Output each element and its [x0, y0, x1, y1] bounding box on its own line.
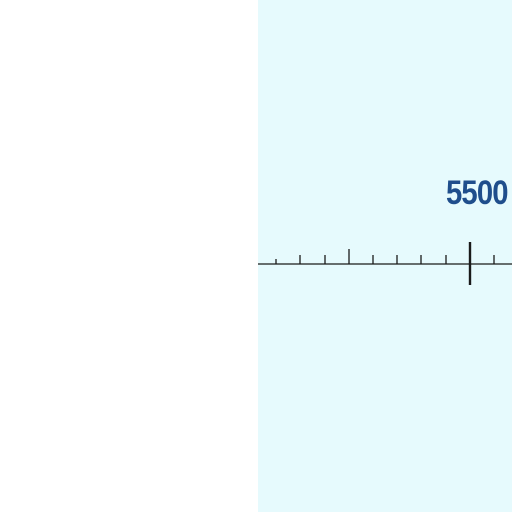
tick-marks [275, 249, 495, 264]
left-blank-panel [0, 0, 258, 512]
value-label: 5500 [446, 174, 508, 212]
